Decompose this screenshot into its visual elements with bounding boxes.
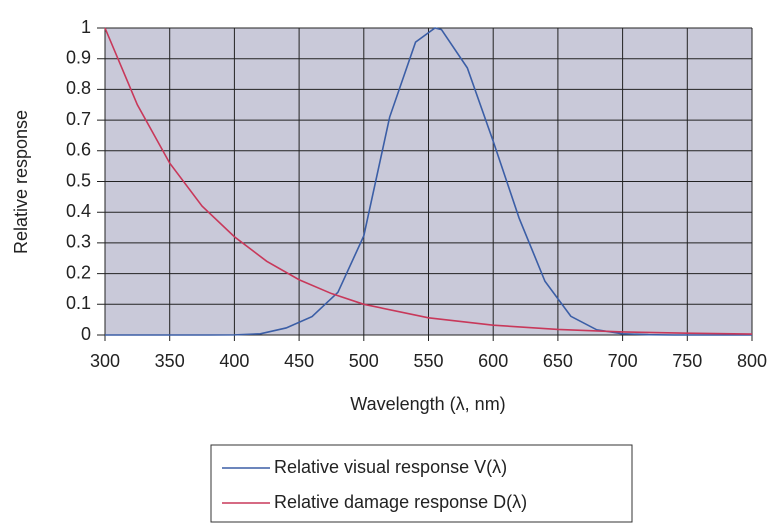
x-tick-label: 800 bbox=[737, 351, 767, 371]
x-tick-label: 350 bbox=[155, 351, 185, 371]
y-tick-label: 0.1 bbox=[66, 293, 91, 313]
x-axis-label: Wavelength (λ, nm) bbox=[350, 394, 505, 414]
y-tick-label: 0.5 bbox=[66, 170, 91, 190]
y-tick-label: 0.9 bbox=[66, 47, 91, 67]
x-tick-label: 700 bbox=[608, 351, 638, 371]
x-tick-label: 550 bbox=[413, 351, 443, 371]
y-tick-label: 0.6 bbox=[66, 140, 91, 160]
y-tick-label: 0 bbox=[81, 324, 91, 344]
x-tick-label: 750 bbox=[672, 351, 702, 371]
y-tick-label: 0.7 bbox=[66, 109, 91, 129]
legend-label: Relative visual response V(λ) bbox=[274, 457, 507, 477]
legend bbox=[210, 444, 633, 523]
x-tick-label: 600 bbox=[478, 351, 508, 371]
y-tick-label: 0.2 bbox=[66, 262, 91, 282]
y-tick-label: 0.3 bbox=[66, 232, 91, 252]
x-tick-label: 450 bbox=[284, 351, 314, 371]
x-tick-label: 400 bbox=[219, 351, 249, 371]
legend-label: Relative damage response D(λ) bbox=[274, 492, 527, 512]
x-tick-label: 300 bbox=[90, 351, 120, 371]
x-tick-label: 650 bbox=[543, 351, 573, 371]
y-tick-label: 0.8 bbox=[66, 78, 91, 98]
y-tick-label: 0.4 bbox=[66, 201, 91, 221]
x-tick-label: 500 bbox=[349, 351, 379, 371]
y-axis-label: Relative response bbox=[11, 110, 31, 254]
y-tick-label: 1 bbox=[81, 17, 91, 37]
line bbox=[104, 27, 753, 335]
